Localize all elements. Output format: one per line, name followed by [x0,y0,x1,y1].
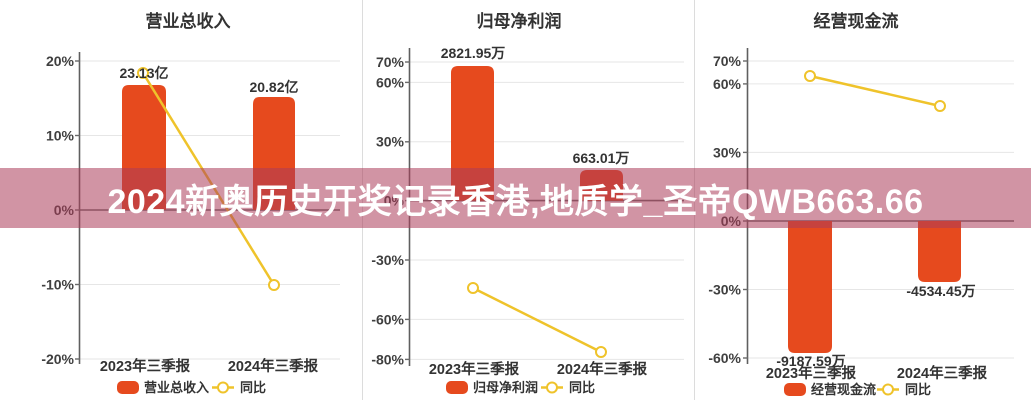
legend-bar-label: 归母净利润 [473,380,538,395]
x-category-label: 2023年三季报 [429,360,520,378]
y-tick-label: 30% [376,134,405,150]
legend-line-label: 同比 [569,380,595,395]
legend-line-marker-icon [546,381,558,394]
bar-2023-net-profit [451,66,494,201]
chart-title: 经营现金流 [814,11,899,31]
axis-tick-marks [405,61,410,361]
bar-value-label: 2821.95万 [441,45,506,61]
y-tick-label: 60% [376,74,405,90]
y-tick-label: 70% [376,54,405,70]
bar-2024-cash-flow [918,221,961,282]
bar-value-label: -4534.45万 [906,283,975,299]
yoy-line [809,74,941,108]
y-tick-label: -30% [708,281,741,297]
x-category-label: 2023年三季报 [100,357,191,375]
chart-panel-net-profit: 归母净利润 70% 60% [371,11,684,395]
legend-line-label: 同比 [240,380,266,395]
x-category-label: 2024年三季报 [557,360,648,378]
overlay-banner-text: 2024新奥历史开奖记录香港,地质学_圣帝QWB663.66 [107,182,924,221]
y-tick-label: 70% [713,53,742,69]
yoy-marker-2024 [595,346,607,358]
legend-line-label: 同比 [905,382,931,397]
y-tick-label: 20% [46,53,75,69]
x-category-label: 2024年三季报 [897,364,988,382]
legend-bar-label: 营业总收入 [144,380,209,395]
y-tick-label: -60% [708,350,741,366]
bar-2023-cash-flow [788,221,832,353]
legend-bar-swatch [446,381,468,394]
legend-bar-label: 经营现金流 [811,382,876,397]
legend-line-marker-icon [217,381,229,394]
chart-title: 营业总收入 [146,11,231,31]
yoy-marker-2024 [268,279,280,291]
yoy-line [472,286,602,354]
bar-value-label: 23.13亿 [119,65,168,81]
y-tick-label: -60% [371,311,404,327]
bar-value-label: 20.82亿 [249,79,298,95]
x-category-label: 2023年三季报 [766,364,857,382]
y-tick-label: -30% [371,252,404,268]
chart-title: 归母净利润 [477,11,562,31]
overlay-banner[interactable]: 2024新奥历史开奖记录香港,地质学_圣帝QWB663.66 [0,168,1031,228]
yoy-marker-2023 [137,67,149,79]
y-tick-label: -80% [371,351,404,367]
y-tick-label: -20% [41,351,74,367]
legend-bar-swatch [117,381,139,394]
x-category-label: 2024年三季报 [228,357,319,375]
y-tick-label: 10% [46,127,75,143]
yoy-marker-2024 [934,100,946,112]
yoy-marker-2023 [467,282,479,294]
legend: 归母净利润 同比 [446,380,595,395]
legend: 经营现金流 同比 [784,382,931,397]
bar-value-label: -9187.59万 [776,353,845,369]
y-tick-label: 60% [713,76,742,92]
y-tick-label: -10% [41,276,74,292]
legend-bar-swatch [784,383,806,396]
yoy-marker-2023 [804,70,816,82]
legend: 营业总收入 同比 [117,380,266,395]
y-tick-label: 30% [713,144,742,160]
legend-line-marker-icon [882,383,894,396]
bar-value-label: 663.01万 [573,150,630,166]
